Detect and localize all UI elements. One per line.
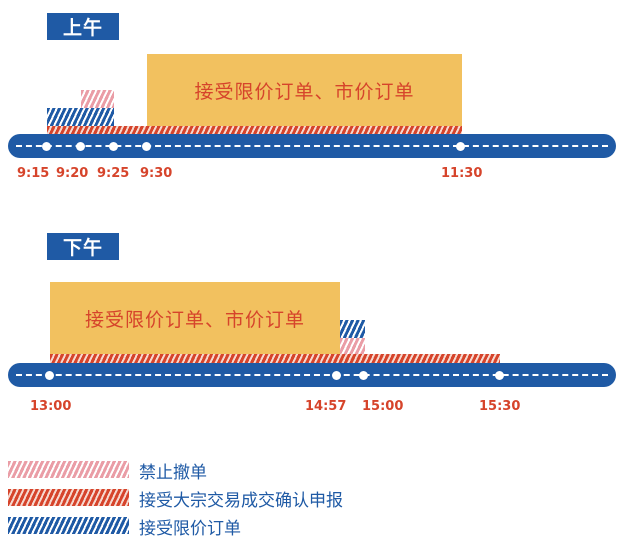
morning-timeline-dash [16,145,608,147]
morning-no-cancel-bar [81,90,114,108]
afternoon-dot-1500 [359,371,368,380]
afternoon-timeline-dash [16,374,608,376]
morning-limit-order-bar [47,108,114,126]
legend-label-limit-order: 接受限价订单 [139,519,241,539]
afternoon-limit-order-bar [340,320,365,338]
legend-label-block-trade: 接受大宗交易成交确认申报 [139,491,343,511]
legend-swatch-limit-order [8,517,129,534]
time-label-920: 9:20 [56,166,89,181]
time-label-925: 9:25 [97,166,130,181]
afternoon-order-box-text: 接受限价订单、市价订单 [84,308,305,331]
legend-swatch-block-trade [8,489,129,506]
afternoon-block-trade-bar [50,354,500,364]
time-label-1130: 11:30 [441,166,483,181]
morning-dot-920 [76,142,85,151]
time-label-1530: 15:30 [479,399,521,414]
legend-swatch-no-cancel [8,461,129,478]
morning-dot-1130 [456,142,465,151]
morning-dot-925 [109,142,118,151]
time-label-930: 9:30 [140,166,173,181]
time-label-1457: 14:57 [305,399,347,414]
time-label-1300: 13:00 [30,399,72,414]
afternoon-dot-1300 [45,371,54,380]
morning-dot-930 [142,142,151,151]
legend-label-no-cancel: 禁止撤单 [139,463,207,483]
afternoon-order-box: 接受限价订单、市价订单 [50,282,340,354]
afternoon-no-cancel-bar [340,338,365,354]
morning-block-trade-bar [47,126,462,136]
morning-dot-915 [42,142,51,151]
morning-label: 上午 [47,13,119,40]
time-label-1500: 15:00 [362,399,404,414]
morning-order-box-text: 接受限价订单、市价订单 [194,80,415,103]
time-label-915: 9:15 [17,166,50,181]
afternoon-label: 下午 [47,233,119,260]
morning-order-box: 接受限价订单、市价订单 [147,54,462,126]
afternoon-dot-1530 [495,371,504,380]
afternoon-dot-1457 [332,371,341,380]
legend: 禁止撤单 接受大宗交易成交确认申报 接受限价订单 [8,458,528,539]
